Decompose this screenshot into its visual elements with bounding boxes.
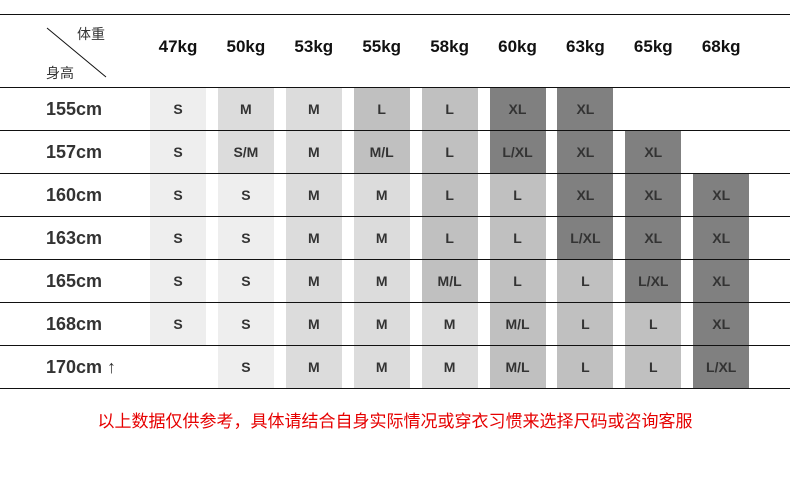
height-label: 165cm: [46, 271, 103, 291]
size-cell: S/M: [217, 131, 274, 173]
size-cell: L: [557, 260, 614, 302]
size-cell: S: [150, 260, 206, 302]
size-cell: S: [150, 303, 206, 345]
size-cell: M/L: [489, 303, 546, 345]
size-cell: XL: [693, 217, 750, 259]
size-cell: M: [421, 303, 478, 345]
size-cell: M: [353, 260, 410, 302]
size-cell: L/XL: [557, 217, 614, 259]
size-cell: L: [489, 260, 546, 302]
height-label: 160cm: [46, 185, 103, 205]
row-divider: [0, 130, 790, 131]
size-cell: M/L: [489, 346, 546, 388]
size-cell: L: [557, 303, 614, 345]
size-cell: M: [421, 346, 478, 388]
size-cell: M: [353, 217, 410, 259]
size-cell: M: [285, 88, 342, 130]
row-divider: [0, 87, 790, 88]
size-cell: S: [217, 303, 274, 345]
size-cell: L: [421, 174, 478, 216]
size-cell: L: [489, 217, 546, 259]
weight-header: 60kg: [498, 37, 537, 56]
size-cell: XL: [625, 217, 682, 259]
weight-header: 65kg: [633, 37, 673, 56]
size-cell: M: [353, 174, 410, 216]
size-cell: XL: [693, 303, 750, 345]
size-cell: S: [150, 88, 206, 130]
size-cell: L: [353, 88, 410, 130]
row-divider: [0, 173, 790, 174]
height-label: 157cm: [46, 142, 103, 162]
row-divider: [0, 302, 790, 303]
size-cell: XL: [557, 131, 614, 173]
row-divider: [0, 345, 790, 346]
size-cell: M: [285, 174, 342, 216]
size-cell: M/L: [421, 260, 478, 302]
height-label: 168cm: [46, 314, 103, 334]
size-cell: S: [150, 131, 206, 173]
size-cell: L/XL: [489, 131, 546, 173]
row-divider: [0, 14, 790, 15]
size-cell: S: [217, 346, 274, 388]
row-divider: [0, 216, 790, 217]
size-cell: L: [489, 174, 546, 216]
size-cell: M: [353, 346, 410, 388]
size-cell: S: [150, 174, 206, 216]
size-cell: L: [625, 303, 682, 345]
size-cell: XL: [625, 131, 682, 173]
size-cell: XL: [693, 174, 750, 216]
size-cell: S: [217, 174, 274, 216]
size-cell: M/L: [353, 131, 410, 173]
size-cell: M: [353, 303, 410, 345]
row-divider: [0, 259, 790, 260]
diagonal-divider: [46, 27, 107, 78]
row-divider: [0, 388, 790, 389]
size-cell: L: [421, 217, 478, 259]
size-cell: L/XL: [693, 346, 750, 388]
corner-header: 体重 身高: [0, 15, 140, 87]
size-cell: L: [421, 131, 478, 173]
height-label: 155cm: [46, 99, 103, 119]
size-cell: M: [285, 131, 342, 173]
weight-axis-label: 体重: [77, 27, 105, 43]
size-cell: M: [217, 88, 274, 130]
weight-header: 63kg: [566, 37, 605, 56]
size-cell: M: [285, 217, 342, 259]
weight-header: 55kg: [362, 37, 402, 56]
size-cell: L: [421, 88, 478, 130]
footer-note: 以上数据仅供参考，具体请结合自身实际情况或穿衣习惯来选择尺码或咨询客服: [97, 412, 693, 432]
size-cell: L: [625, 346, 682, 388]
size-cell: S: [217, 217, 274, 259]
size-cell: S: [217, 260, 274, 302]
size-cell: XL: [693, 260, 750, 302]
height-axis-label: 身高: [46, 66, 74, 82]
weight-header: 68kg: [701, 37, 741, 56]
size-cell: L/XL: [625, 260, 682, 302]
size-cell: M: [285, 346, 342, 388]
size-cell: S: [150, 217, 206, 259]
height-label: 170cm ↑: [46, 357, 117, 377]
weight-header: 47kg: [158, 37, 198, 56]
size-cell: M: [285, 303, 342, 345]
size-cell: XL: [625, 174, 682, 216]
weight-header: 53kg: [294, 37, 334, 56]
height-label: 163cm: [46, 228, 103, 248]
size-cell: XL: [489, 88, 546, 130]
size-cell: M: [285, 260, 342, 302]
size-cell: XL: [557, 88, 614, 130]
size-cell: XL: [557, 174, 614, 216]
size-cell: L: [557, 346, 614, 388]
weight-header: 58kg: [430, 37, 469, 56]
weight-header: 50kg: [226, 37, 266, 56]
